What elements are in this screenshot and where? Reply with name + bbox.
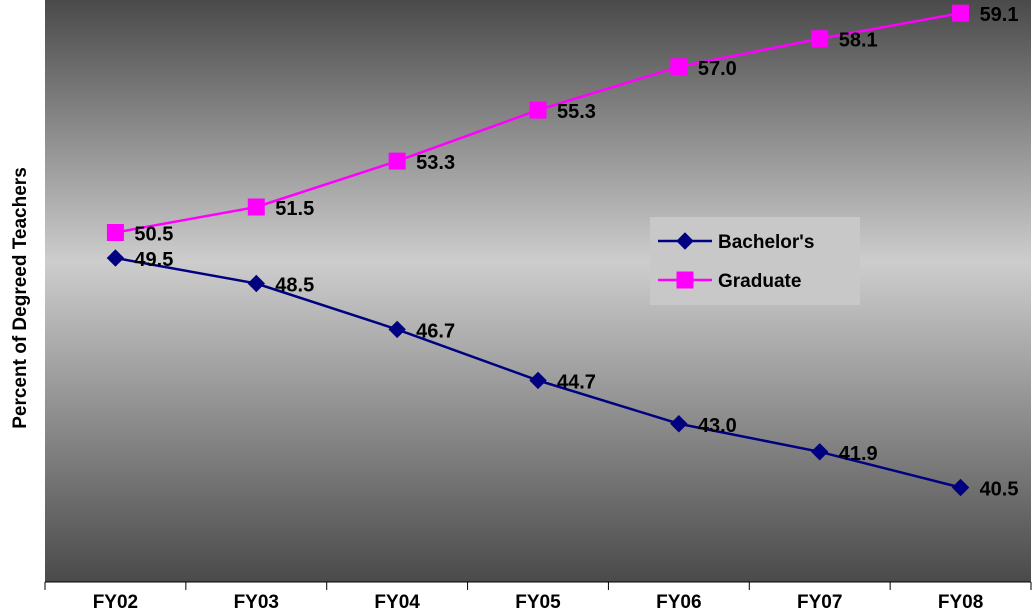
legend-item: Bachelor's [658, 232, 814, 253]
data-label: 40.5 [980, 479, 1019, 501]
x-tick-label: FY08 [938, 592, 983, 610]
x-tick-label: FY06 [656, 592, 701, 610]
data-point-marker [106, 224, 124, 241]
data-label: 43.0 [698, 415, 737, 437]
x-tick-label: FY07 [797, 592, 842, 610]
data-label: 57.0 [698, 58, 737, 80]
data-label: 55.3 [557, 101, 596, 123]
legend-item: Graduate [658, 271, 801, 292]
data-point-marker [952, 4, 970, 22]
data-label: 58.1 [839, 30, 878, 52]
data-point-marker [388, 152, 406, 170]
data-point-marker [811, 443, 829, 461]
legend-label: Graduate [718, 271, 801, 292]
data-point-marker [247, 274, 265, 293]
legend-marker [676, 232, 694, 250]
data-point-marker [529, 371, 547, 390]
data-point-marker [106, 249, 125, 267]
data-label: 44.7 [557, 371, 596, 393]
data-point-marker [951, 478, 970, 497]
x-tick-label: FY04 [374, 592, 420, 610]
legend: Bachelor's Graduate [650, 217, 860, 305]
data-point-marker [529, 101, 547, 119]
data-label: 49.5 [134, 249, 173, 271]
legend-marker [676, 271, 694, 289]
y-axis-label: Percent of Degreed Teachers [10, 167, 31, 429]
data-point-marker [388, 320, 406, 339]
series-graduate: 50.5 51.5 53.3 55.3 57.0 58.1 59.1 [106, 4, 1019, 246]
x-axis-ticks [44, 582, 1032, 590]
x-axis-tick-labels: FY02 FY03 FY04 FY05 FY06 FY07 FY08 [93, 592, 984, 610]
data-point-marker [670, 58, 688, 76]
data-point-marker [247, 198, 265, 216]
series-layer: 49.5 48.5 46.7 44.7 43.0 41.9 40.5 50.5 51.5 53.3… [106, 4, 1019, 501]
plot-area [45, 0, 1031, 582]
x-tick-label: FY03 [234, 592, 279, 610]
legend-label: Bachelor's [718, 232, 814, 253]
x-tick-label: FY02 [93, 592, 138, 610]
data-label: 46.7 [416, 320, 455, 342]
data-label: 48.5 [275, 275, 314, 297]
legend-box [650, 217, 860, 305]
data-point-marker [670, 415, 688, 433]
data-label: 51.5 [275, 198, 314, 220]
data-point-marker [811, 30, 829, 48]
data-label: 59.1 [980, 4, 1019, 26]
data-label: 53.3 [416, 152, 455, 174]
data-label: 50.5 [134, 224, 173, 246]
data-label: 41.9 [839, 443, 878, 465]
x-tick-label: FY05 [515, 592, 561, 610]
series-bachelors: 49.5 48.5 46.7 44.7 43.0 41.9 40.5 [106, 249, 1019, 501]
